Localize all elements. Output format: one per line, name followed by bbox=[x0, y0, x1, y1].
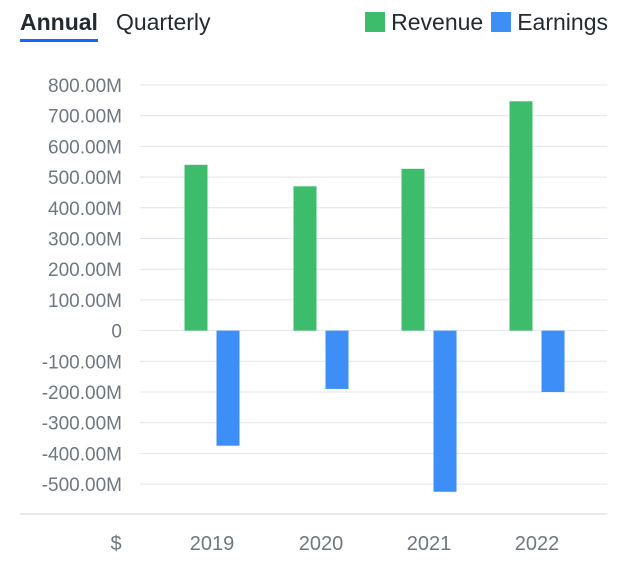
period-tabs: Annual Quarterly bbox=[20, 8, 229, 44]
bar-revenue-2019[interactable] bbox=[184, 164, 208, 331]
legend-label-revenue: Revenue bbox=[391, 9, 484, 35]
y-tick-label: -400.00M bbox=[42, 444, 122, 465]
tab-annual[interactable]: Annual bbox=[20, 8, 98, 42]
legend-item-earnings[interactable]: Earnings bbox=[491, 8, 608, 36]
y-tick-label: 300.00M bbox=[48, 230, 122, 251]
x-tick-label: 2020 bbox=[299, 533, 344, 555]
y-tick-label: 500.00M bbox=[48, 168, 122, 189]
legend-item-revenue[interactable]: Revenue bbox=[365, 8, 483, 36]
revenue-swatch bbox=[365, 12, 386, 32]
y-tick-label: 100.00M bbox=[48, 291, 122, 312]
bar-earnings-2019[interactable] bbox=[216, 330, 240, 446]
y-tick-label: 0 bbox=[111, 322, 122, 343]
y-tick-label: -100.00M bbox=[42, 352, 122, 373]
currency-label: $ bbox=[110, 533, 121, 555]
y-tick-label: -500.00M bbox=[42, 475, 122, 496]
y-axis-ticks: 800.00M 700.00M 600.00M 500.00M 400.00M 300.0… bbox=[42, 76, 122, 496]
bar-revenue-2020[interactable] bbox=[293, 186, 317, 331]
x-tick-label: 2021 bbox=[407, 533, 452, 555]
y-tick-label: 700.00M bbox=[48, 107, 122, 128]
y-tick-label: 400.00M bbox=[48, 199, 122, 220]
y-tick-label: -200.00M bbox=[42, 383, 122, 404]
legend-label-earnings: Earnings bbox=[517, 9, 608, 35]
y-tick-label: -300.00M bbox=[42, 414, 122, 435]
y-tick-label: 200.00M bbox=[48, 260, 122, 281]
y-tick-label: 800.00M bbox=[48, 76, 122, 97]
bars bbox=[184, 101, 565, 492]
bar-revenue-2022[interactable] bbox=[509, 101, 533, 331]
chart-legend: Revenue Earnings bbox=[357, 8, 608, 36]
x-axis-ticks: 2019 2020 2021 2022 bbox=[190, 533, 560, 555]
y-tick-label: 600.00M bbox=[48, 137, 122, 158]
x-tick-label: 2022 bbox=[515, 533, 560, 555]
earnings-swatch bbox=[491, 12, 512, 32]
bar-earnings-2020[interactable] bbox=[325, 330, 349, 389]
bar-earnings-2022[interactable] bbox=[541, 330, 565, 392]
tab-quarterly[interactable]: Quarterly bbox=[115, 9, 211, 35]
x-tick-label: 2019 bbox=[190, 533, 235, 555]
bar-earnings-2021[interactable] bbox=[433, 330, 457, 492]
bar-revenue-2021[interactable] bbox=[401, 168, 425, 331]
